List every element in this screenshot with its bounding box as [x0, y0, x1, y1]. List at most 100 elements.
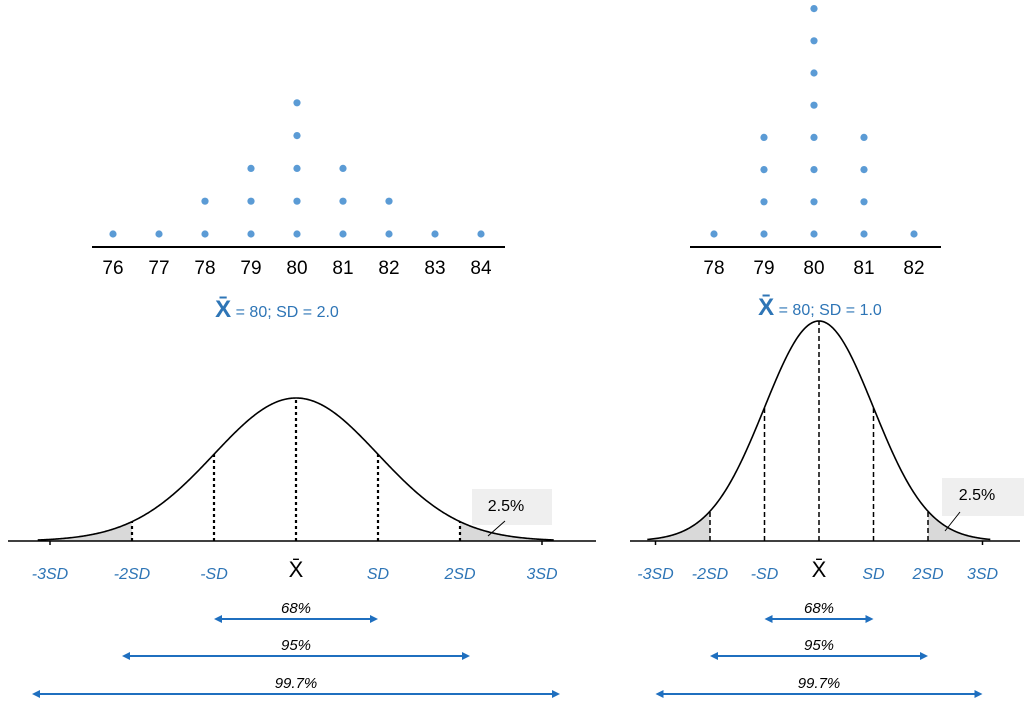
dot-plot-dot: [431, 230, 439, 238]
dot-plot-dot: [477, 230, 485, 238]
normal-curve-left: -3SD -2SD -SD X̄ SD 2SD 3SD 2.5%: [8, 397, 596, 583]
sd-label: -3SD: [32, 566, 69, 583]
range-label: 99.7%: [275, 675, 318, 692]
dot-plot-dot: [710, 230, 718, 238]
dot-plot-tick-label: 79: [240, 258, 261, 279]
dot-plot-left: 76 77 78 79 80 81 82 83 84: [92, 99, 505, 279]
range-label: 68%: [281, 600, 311, 617]
tail-shade: [647, 511, 710, 541]
dot-plot-tick-label: 82: [903, 258, 924, 279]
sd-label: -SD: [200, 566, 228, 583]
dot-plot-dot: [155, 230, 163, 238]
tail-shade: [460, 521, 555, 541]
range-arrow-head-left: [655, 690, 664, 698]
dot-plot-dot: [293, 197, 301, 205]
sd-label: 3SD: [967, 566, 999, 583]
dot-plot-dot: [760, 133, 768, 141]
dot-plot-dot: [293, 132, 301, 140]
dot-plot-tick-label: 78: [703, 258, 724, 279]
dot-plot-dot: [293, 164, 301, 172]
dot-plot-tick-label: 83: [424, 258, 445, 279]
dot-plot-dot: [860, 230, 868, 238]
sd-label: SD: [862, 566, 885, 583]
dot-plot-dot: [247, 164, 255, 172]
sd-label: -2SD: [692, 566, 729, 583]
dot-plot-dot: [810, 133, 818, 141]
dot-plot-dot: [910, 230, 918, 238]
range-arrow: [32, 690, 560, 698]
tail-callout-leader: [944, 511, 961, 532]
tail-shade: [928, 511, 991, 541]
normal-curve: [37, 397, 554, 541]
dot-plot-tick-label: 81: [853, 258, 874, 279]
range-label: 95%: [804, 637, 834, 654]
tail-callout-label: 2.5%: [959, 487, 995, 504]
tail-callout-label: 2.5%: [488, 498, 524, 515]
range-arrow: [764, 615, 874, 623]
dot-plot-dot: [810, 230, 818, 238]
stats-text-right: = 80; SD = 1.0: [774, 302, 882, 319]
sd-label: -SD: [751, 566, 779, 583]
panel-left: 76 77 78 79 80 81 82 83 84 X̄ = 80; SD = 2.0 -3S…: [8, 99, 596, 698]
dot-plot-dot: [810, 4, 818, 13]
dot-plot-tick-label: 76: [102, 258, 123, 279]
dot-plot-dot: [810, 198, 818, 206]
dot-plot-dot: [339, 197, 347, 205]
range-arrow-head-right: [462, 652, 470, 660]
range-arrow-head-right: [370, 615, 378, 623]
range-arrow-head-left: [710, 652, 718, 660]
range-arrow-head-left: [32, 690, 40, 698]
dot-plot-dot: [810, 37, 818, 45]
dot-plot-dot: [247, 230, 255, 238]
range-arrow-head-left: [764, 615, 773, 623]
range-arrow-head-right: [552, 690, 560, 698]
tail-callout-leader: [487, 520, 506, 537]
dot-plot-tick-label: 80: [803, 258, 824, 279]
ranges-left: 68% 95% 99.7%: [32, 600, 560, 698]
dot-plot-dot: [247, 197, 255, 205]
stats-text-left: = 80; SD = 2.0: [231, 304, 339, 321]
ranges-right: 68% 95% 99.7%: [655, 600, 983, 698]
range-label: 99.7%: [798, 675, 841, 692]
range-label: 95%: [281, 637, 311, 654]
dot-plot-dot: [339, 164, 347, 172]
dot-plot-tick-label: 77: [148, 258, 169, 279]
dot-plot-tick-label: 84: [470, 258, 492, 279]
dot-plot-dot: [760, 198, 768, 206]
dot-plot-dot: [293, 99, 301, 107]
dot-plot-dot: [385, 197, 393, 205]
dot-plot-dot: [860, 166, 868, 174]
sd-label: 2SD: [911, 566, 944, 583]
sd-label: 3SD: [526, 566, 558, 583]
mean-label: X̄: [812, 557, 827, 582]
dot-plot-dot: [760, 230, 768, 238]
panel-right: 78 79 80 81 82 X̄ = 80; SD = 1.0 -3SD -2SD -SD…: [630, 4, 1024, 698]
mean-symbol-right: X̄: [758, 294, 774, 321]
dot-plot-tick-label: 82: [378, 258, 399, 279]
range-arrow-head-right: [865, 615, 874, 623]
tail-callout-box: [472, 489, 552, 525]
normal-curve-right: -3SD -2SD -SD X̄ SD 2SD 3SD 2.5%: [630, 320, 1024, 583]
dot-plot-tick-label: 78: [194, 258, 215, 279]
stats-left: X̄ = 80; SD = 2.0: [215, 296, 339, 323]
range-arrow-head-left: [122, 652, 130, 660]
tail-callout-box: [942, 478, 1024, 516]
dot-plot-dot: [810, 101, 818, 109]
dot-plot-dot: [293, 230, 301, 238]
stats-right: X̄ = 80; SD = 1.0: [758, 294, 882, 321]
sd-label: 2SD: [443, 566, 476, 583]
dot-plot-dot: [860, 198, 868, 206]
range-arrow-head-left: [214, 615, 222, 623]
mean-label: X̄: [289, 557, 304, 582]
dot-plot-dot: [810, 166, 818, 174]
range-arrow: [655, 690, 983, 698]
dot-plot-dot: [810, 69, 818, 77]
dot-plot-dot: [339, 230, 347, 238]
sd-label: -2SD: [114, 566, 151, 583]
dot-plot-right: 78 79 80 81 82: [690, 4, 941, 279]
dot-plot-dot: [201, 230, 209, 238]
dot-plot-dot: [760, 166, 768, 174]
mean-symbol-left: X̄: [215, 296, 231, 323]
range-arrow: [214, 615, 378, 623]
